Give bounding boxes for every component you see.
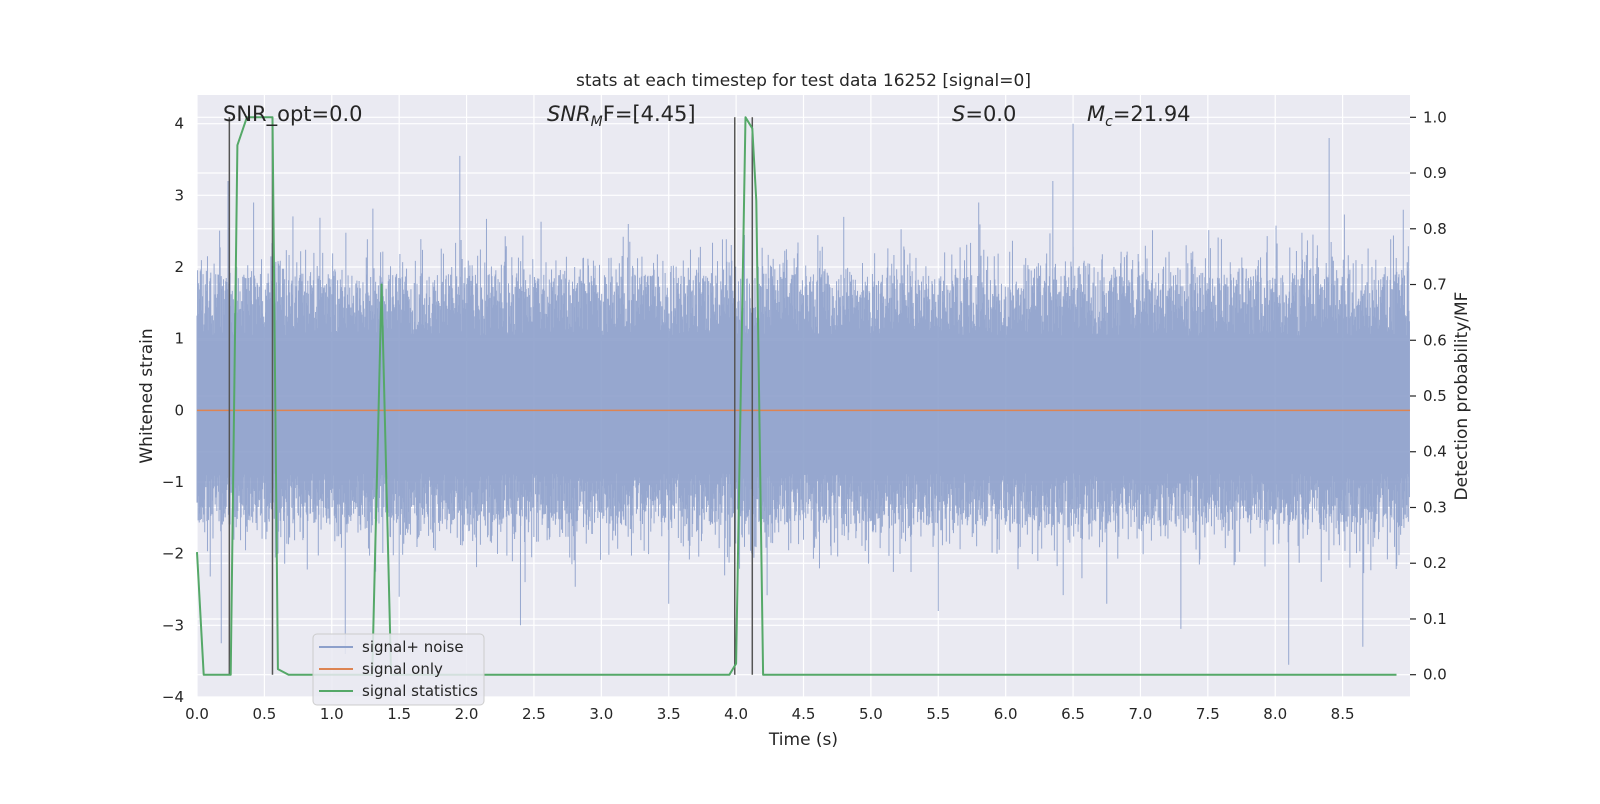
x-tick-label: 7.5 xyxy=(1196,705,1220,723)
x-tick-label: 5.5 xyxy=(926,705,950,723)
y-right-tick-label: 0.2 xyxy=(1423,554,1447,572)
x-tick-label: 5.0 xyxy=(859,705,883,723)
x-tick-label: 6.0 xyxy=(994,705,1018,723)
y-right-tick-label: 1.0 xyxy=(1423,108,1447,126)
y-tick-label: −3 xyxy=(162,616,184,634)
y-right-tick-label: 0.4 xyxy=(1423,443,1447,461)
x-tick-label: 6.5 xyxy=(1061,705,1085,723)
legend: signal+ noise signal only signal statist… xyxy=(312,633,485,706)
y-axis-right-label: Detection probability/MF xyxy=(1452,292,1472,501)
y-tick-label: −2 xyxy=(162,545,184,563)
x-tick-label: 2.5 xyxy=(522,705,546,723)
y-tick-label: −1 xyxy=(162,473,184,491)
x-tick-label: 1.5 xyxy=(387,705,411,723)
y-tick-label: 3 xyxy=(174,186,184,204)
y-right-tick-label: 0.6 xyxy=(1423,331,1447,349)
y-tick-label: 1 xyxy=(174,330,184,348)
legend-box xyxy=(312,633,485,706)
y-right-tick-label: 0.8 xyxy=(1423,220,1447,238)
y-right-tick-label: 0.5 xyxy=(1423,387,1447,405)
annotation-snr-mf: SNRMF=[4.45] xyxy=(547,102,696,130)
x-tick-label: 4.5 xyxy=(792,705,816,723)
y-tick-label: −4 xyxy=(162,688,184,706)
y-right-tick-label: 0.9 xyxy=(1423,164,1447,182)
y-axis-label: Whitened strain xyxy=(137,328,157,463)
y-right-tick-label: 0.1 xyxy=(1423,610,1447,628)
annotation-snr-opt: SNR_opt=0.0 xyxy=(223,102,363,127)
x-tick-label: 3.5 xyxy=(657,705,681,723)
x-tick-label: 2.0 xyxy=(455,705,479,723)
x-tick-label: 7.0 xyxy=(1129,705,1153,723)
x-tick-label: 1.0 xyxy=(320,705,344,723)
y-right-tick-label: 0.3 xyxy=(1423,498,1447,516)
x-tick-label: 3.0 xyxy=(589,705,613,723)
x-tick-label: 8.0 xyxy=(1263,705,1287,723)
legend-label-signal-statistics: signal statistics xyxy=(362,682,478,700)
x-tick-label: 0.0 xyxy=(185,705,209,723)
annotation-mc: Mc=21.94 xyxy=(1087,102,1191,130)
legend-label-signal-only: signal only xyxy=(362,660,443,678)
ticks: 0.0 0.5 1.0 1.5 2.0 2.5 3.0 3.5 4.0 4.5 5.0 5.5 6.0 6… xyxy=(162,108,1447,723)
y-tick-label: 0 xyxy=(174,401,184,419)
legend-label-signal-noise: signal+ noise xyxy=(362,638,464,656)
x-tick-label: 0.5 xyxy=(252,705,276,723)
x-tick-label: 4.0 xyxy=(724,705,748,723)
y-right-tick-label: 0.0 xyxy=(1423,666,1447,684)
y-tick-label: 4 xyxy=(174,115,184,133)
chart-title: stats at each timestep for test data 162… xyxy=(576,71,1031,91)
y-right-tick-label: 0.7 xyxy=(1423,276,1447,294)
x-axis-label: Time (s) xyxy=(768,730,838,750)
annotation-s: S=0.0 xyxy=(952,102,1016,126)
x-tick-label: 8.5 xyxy=(1331,705,1355,723)
y-tick-label: 2 xyxy=(174,258,184,276)
